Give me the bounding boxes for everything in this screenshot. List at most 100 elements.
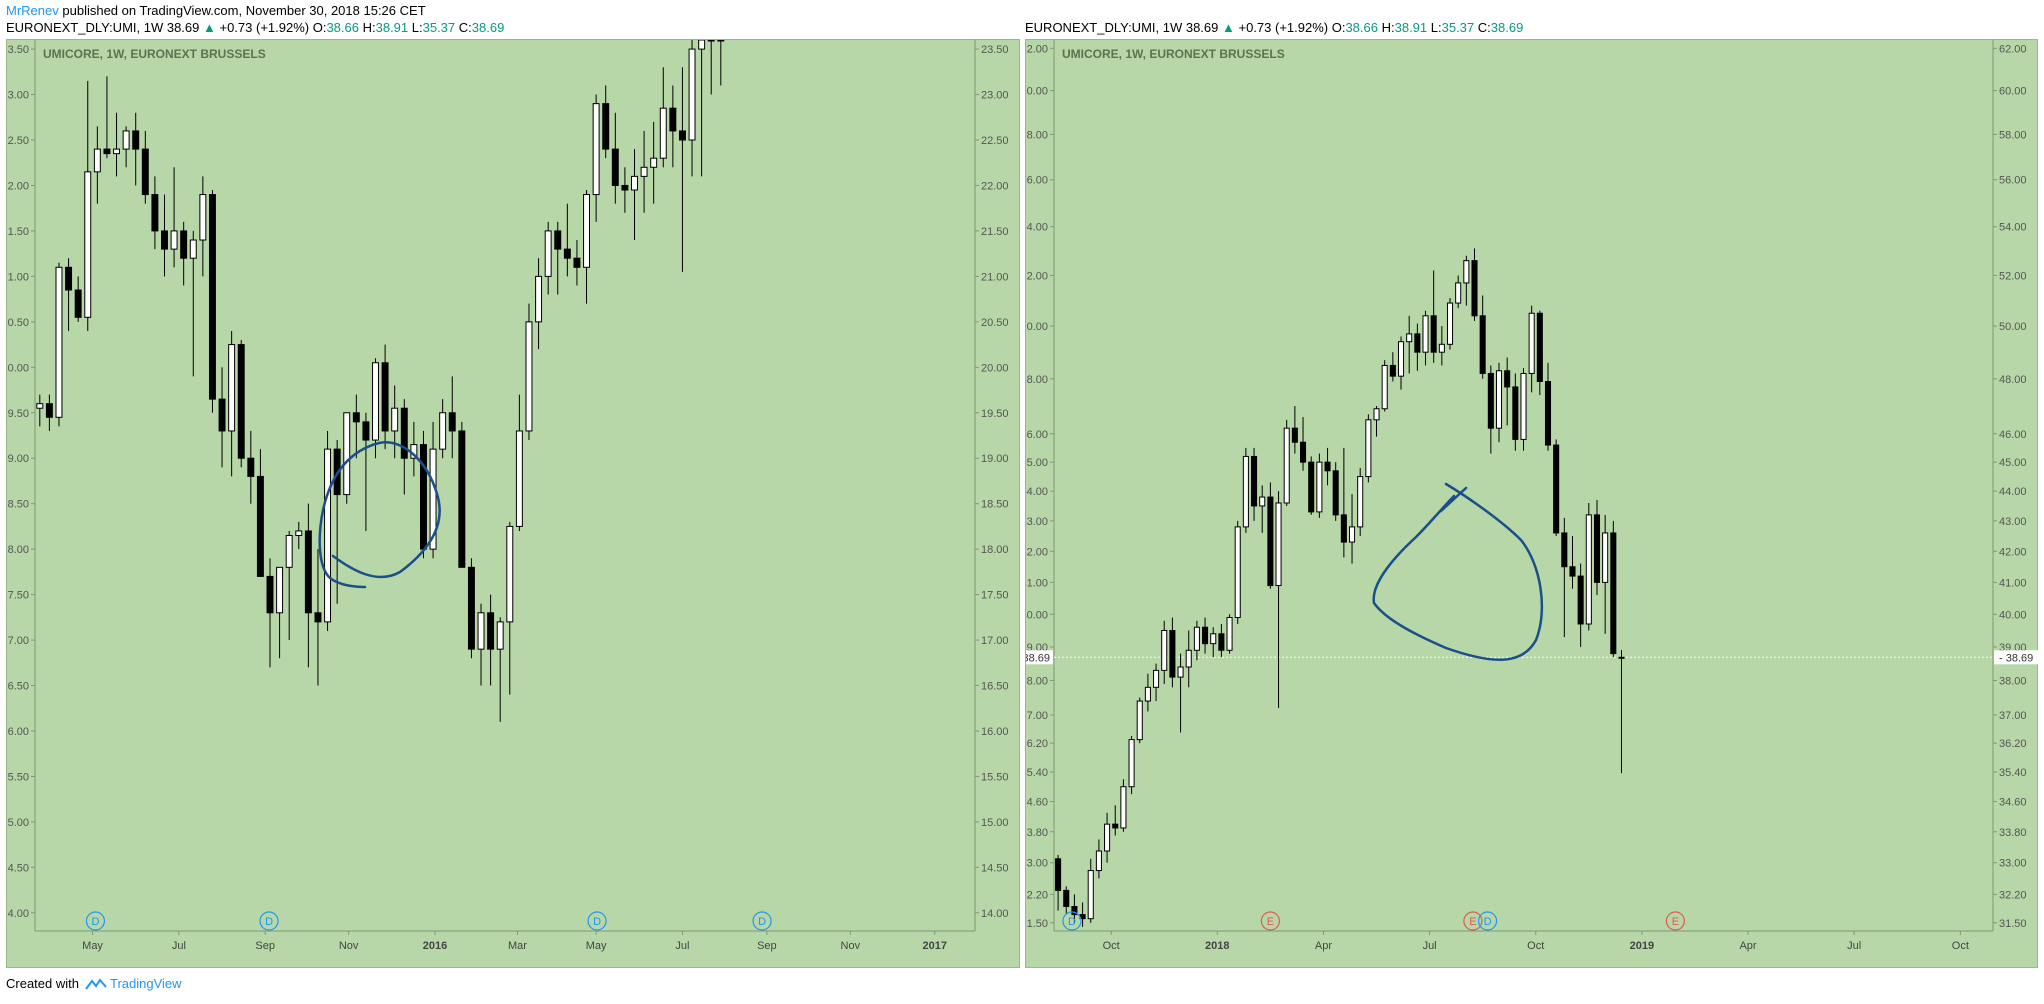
- candle-body-down: [611, 148, 619, 186]
- candle: [631, 149, 638, 241]
- y-tick-label-right: 20.50: [981, 317, 1009, 329]
- candle-body-up: [1528, 312, 1535, 374]
- y-tick-label-right: 62.00: [1999, 43, 2027, 55]
- candle: [285, 530, 293, 641]
- candle: [1438, 326, 1445, 366]
- candle: [1120, 779, 1127, 832]
- y-tick-label-left: 15.00: [7, 817, 29, 829]
- candle-body-up: [698, 40, 706, 50]
- candle: [247, 430, 255, 504]
- candle: [1406, 315, 1413, 374]
- candle-body-up: [477, 612, 485, 650]
- ticker-low-label: L:: [411, 20, 423, 35]
- candlestick-chart-left[interactable]: 23.50 23.50 23.00 23.00 22.50 22.50 22.00 22.00…: [7, 40, 1021, 969]
- y-tick-label-left: 42.00: [1026, 546, 1048, 558]
- candle: [707, 40, 715, 95]
- last-price-label: 38.69: [1026, 652, 1050, 664]
- drawn-circle-annotation: [318, 441, 441, 589]
- candle: [372, 358, 379, 459]
- candle-body-down: [208, 194, 216, 400]
- chart-panel-right[interactable]: 62.00 62.00 60.00 60.00 58.00 58.00 56.00 56.00…: [1025, 39, 2038, 968]
- ticker-change: +0.73 (+1.92%): [1238, 20, 1332, 35]
- y-tick-label-right: 38.00: [1999, 676, 2027, 688]
- x-tick-label: 2017: [922, 940, 946, 952]
- candle-body-up: [707, 40, 715, 42]
- candle: [1340, 447, 1347, 558]
- candle: [1357, 467, 1364, 536]
- earnings-marker-label: E: [1672, 916, 1679, 928]
- y-tick-label-right: 52.00: [1999, 270, 2027, 282]
- candle-body-down: [1569, 566, 1576, 577]
- candle: [1373, 406, 1380, 437]
- candle: [1144, 673, 1151, 712]
- y-tick-label-right: 33.80: [1999, 827, 2027, 839]
- tradingview-link[interactable]: TradingView: [109, 976, 182, 991]
- y-tick-label-right: 44.00: [1999, 486, 2027, 498]
- candle-body-down: [103, 148, 111, 155]
- candle-body-down: [1479, 315, 1486, 374]
- y-tick-label-left: 48.00: [1026, 374, 1048, 386]
- y-tick-label-left: 18.50: [7, 499, 29, 511]
- candle: [1471, 248, 1478, 321]
- candle-body-down: [1169, 630, 1176, 678]
- candle: [1585, 502, 1592, 631]
- y-tick-label-right: 43.00: [1999, 516, 2027, 528]
- candle: [1185, 630, 1192, 688]
- dividend-marker-label: D: [1068, 916, 1076, 928]
- dividend-marker-label: D: [91, 916, 99, 928]
- candle-body-down: [1414, 333, 1421, 353]
- candle-body-up: [170, 230, 178, 250]
- y-tick-label-right: 17.00: [981, 635, 1009, 647]
- dividend-marker-icon: [259, 911, 279, 931]
- y-tick-label-right: 18.50: [981, 499, 1009, 511]
- chart-panel-left[interactable]: 23.50 23.50 23.00 23.00 22.50 22.50 22.00 22.00…: [6, 39, 1020, 968]
- candle-body-down: [563, 248, 571, 259]
- candle-body-up: [439, 412, 447, 450]
- x-tick-label: Jul: [1847, 940, 1861, 952]
- candle-body-up: [1210, 633, 1217, 645]
- y-tick-label-left: 45.00: [1026, 457, 1048, 469]
- last-price-label: - 38.69: [1999, 652, 2033, 664]
- candle: [1169, 617, 1176, 688]
- candle: [573, 240, 581, 286]
- author-link[interactable]: MrRenev: [6, 3, 59, 18]
- candle: [1536, 310, 1543, 396]
- created-with-label: Created with: [6, 976, 79, 991]
- candle: [1520, 368, 1527, 451]
- y-tick-label-left: 40.00: [1026, 609, 1048, 621]
- candle-body-down: [1218, 633, 1225, 651]
- candle-body-down: [1512, 386, 1519, 440]
- y-tick-label-left: 62.00: [1026, 43, 1048, 55]
- candle: [1381, 360, 1388, 412]
- candle-body-down: [1593, 514, 1601, 583]
- candle-body-down: [266, 575, 274, 614]
- ticker-open: 38.66: [326, 20, 363, 35]
- candle-body-down: [74, 289, 82, 318]
- y-tick-label-left: 44.00: [1026, 486, 1048, 498]
- x-tick-label: 2016: [423, 940, 447, 952]
- candle-body-down: [314, 612, 322, 623]
- candle-body-up: [1316, 461, 1323, 513]
- candle: [1463, 255, 1470, 306]
- candle: [151, 176, 159, 250]
- candle: [1561, 517, 1568, 638]
- candle-body-up: [1422, 315, 1429, 353]
- candle: [1300, 417, 1307, 471]
- candle: [1210, 627, 1217, 657]
- candlestick-chart-right[interactable]: 62.00 62.00 60.00 60.00 58.00 58.00 56.00 56.00…: [1026, 40, 2039, 969]
- footer: Created with TradingView: [6, 976, 182, 992]
- candle-body-down: [1202, 626, 1209, 645]
- x-tick-label: Sep: [757, 940, 777, 952]
- candle: [1455, 275, 1462, 309]
- y-tick-label-left: 17.50: [7, 590, 29, 602]
- y-tick-label-right: 42.00: [1999, 546, 2027, 558]
- y-tick-label-left: 19.00: [7, 453, 29, 465]
- y-tick-label-left: 54.00: [1026, 222, 1048, 234]
- candle-body-up: [1283, 427, 1290, 504]
- y-tick-label-left: 16.50: [7, 681, 29, 693]
- last-price-tag: [1994, 650, 2038, 665]
- candle-body-down: [1112, 823, 1119, 829]
- x-tick-label: Nov: [339, 940, 359, 952]
- candle: [1487, 365, 1494, 454]
- candle: [113, 112, 121, 177]
